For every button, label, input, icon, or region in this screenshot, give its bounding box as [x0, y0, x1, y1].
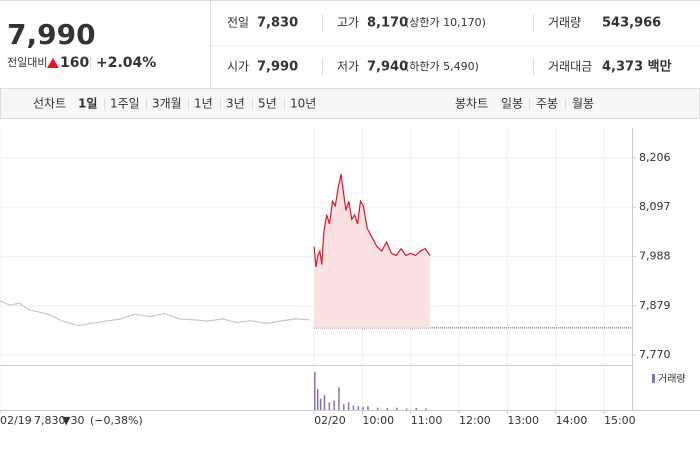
volume-bar: [386, 408, 389, 410]
volume-bar: [323, 394, 326, 410]
volume-bar: [333, 400, 335, 410]
stat-note: (상한가 10,170): [405, 16, 486, 29]
tab[interactable]: 3년: [226, 97, 245, 111]
volume-bar: [362, 406, 364, 410]
stat-label: 전일: [227, 16, 249, 30]
stat-label: 저가: [337, 60, 359, 74]
stat-value: 7,830: [257, 16, 298, 31]
line: [0, 300, 310, 327]
tab[interactable]: 일봉: [501, 97, 523, 111]
line: [313, 174, 431, 267]
volume-bar: [415, 408, 418, 410]
change-pct: +2.04%: [96, 55, 156, 71]
up-arrow: [47, 58, 59, 68]
x-tick-label: 15:00: [604, 414, 636, 427]
tab[interactable]: 1일: [78, 97, 97, 111]
volume-bar: [396, 407, 398, 410]
volume-bar: [376, 407, 379, 410]
volume-bar: [328, 402, 331, 410]
tab[interactable]: 1주일: [110, 97, 140, 111]
volume-bar: [352, 405, 355, 410]
change-label: 전일대비: [7, 55, 47, 69]
prev-change-pct: (−0,38%): [90, 414, 143, 427]
volume-bar: [347, 402, 350, 410]
prev-change: ▼30: [62, 414, 84, 427]
volume-bar: [405, 408, 408, 410]
x-tick-label: 11:00: [411, 414, 443, 427]
stat-value: 543,966: [602, 16, 661, 31]
stat-note: (하한가 5,490): [405, 59, 479, 73]
volume-bar: [319, 398, 322, 410]
tab[interactable]: 10년: [290, 97, 316, 111]
tab-group-label: 선차트: [33, 97, 66, 111]
y-tick-label: 8,206: [639, 151, 671, 164]
volume-bar: [316, 389, 319, 410]
volume-bar: [367, 406, 369, 410]
x-tick-label: 12:00: [459, 414, 491, 427]
prev-close: 7,830: [34, 414, 66, 427]
y-tick-label: 7,879: [639, 299, 671, 312]
stat-label: 시가: [227, 60, 249, 74]
stat-label: 거래량: [548, 16, 581, 30]
tab[interactable]: 1년: [194, 97, 213, 111]
price: 7,990: [7, 18, 96, 51]
volume-bar: [338, 387, 340, 410]
stat-value: 4,373 백만: [602, 59, 672, 75]
legend-swatch: [652, 374, 655, 383]
tab-bar: [0, 88, 700, 119]
tab[interactable]: 월봉: [572, 97, 594, 111]
y-tick-label: 7,770: [639, 348, 671, 361]
x-tick-label: 14:00: [556, 414, 588, 427]
stat-label: 고가: [337, 16, 359, 30]
change: 160: [60, 55, 89, 71]
volume-bar: [343, 404, 345, 410]
y-tick-label: 7,988: [639, 249, 671, 262]
x-tick-label: 02/19: [0, 414, 32, 427]
stat-value: 7,940: [367, 60, 408, 75]
area: [314, 174, 431, 328]
legend-label: 거래량: [658, 373, 686, 385]
x-tick-label: 13:00: [507, 414, 539, 427]
volume-bar: [314, 372, 316, 410]
stat-value: 8,170: [367, 16, 408, 31]
tab-group-label: 봉차트: [455, 97, 488, 111]
volume-bar: [425, 408, 427, 410]
tab[interactable]: 5년: [258, 97, 277, 111]
volume-bar: [357, 406, 360, 410]
tab[interactable]: 주봉: [536, 97, 558, 111]
tab[interactable]: 3개월: [152, 97, 182, 111]
y-tick-label: 8,097: [639, 200, 671, 213]
stat-label: 거래대금: [548, 60, 592, 74]
stat-value: 7,990: [257, 60, 298, 75]
x-tick-label: 10:00: [362, 414, 394, 427]
x-tick-label: 02/20: [314, 414, 346, 427]
